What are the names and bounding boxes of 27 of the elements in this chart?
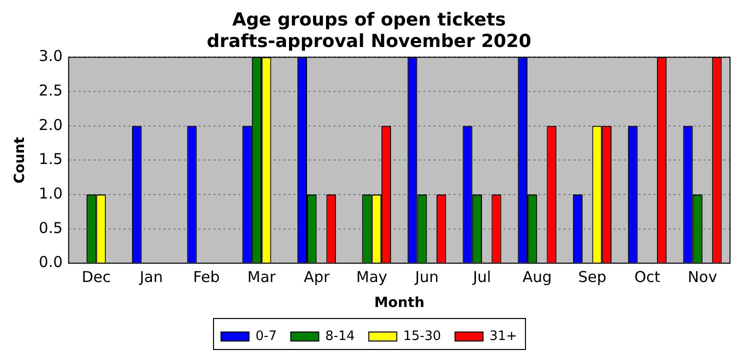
y-tick-label: 0.0	[38, 253, 63, 272]
y-tick-label: 3.0	[38, 47, 63, 66]
x-tick-label: Sep	[578, 268, 606, 286]
x-tick-label: Jul	[472, 268, 492, 286]
y-tick-label: 2.5	[38, 81, 63, 100]
y-tick-label: 1.0	[38, 184, 63, 202]
x-tick-label: Oct	[634, 268, 660, 286]
y-tick-label: 0.5	[38, 218, 63, 237]
y-tick-label: 2.0	[38, 116, 63, 134]
legend-label: 8-14	[325, 328, 355, 344]
legend-label: 0-7	[256, 328, 277, 344]
x-tick-label: Dec	[82, 268, 111, 286]
y-tick-label: 1.5	[38, 150, 63, 168]
y-axis-title: Count	[12, 136, 28, 184]
x-tick-label: Apr	[304, 268, 330, 286]
chart-subtitle: drafts-approval November 2020	[206, 31, 532, 52]
x-tick-label: Jun	[414, 268, 439, 286]
x-axis-title: Month	[374, 295, 424, 312]
legend-label: 31+	[490, 328, 517, 344]
x-tick-label: May	[356, 268, 388, 286]
x-tick-label: Nov	[688, 268, 718, 286]
legend-label: 15-30	[403, 328, 442, 344]
x-tick-label: Aug	[522, 268, 552, 286]
x-tick-label: Jan	[138, 268, 163, 286]
x-tick-label: Feb	[193, 268, 220, 286]
x-tick-label: Mar	[247, 268, 277, 286]
chart-title: Age groups of open tickets	[232, 9, 506, 30]
